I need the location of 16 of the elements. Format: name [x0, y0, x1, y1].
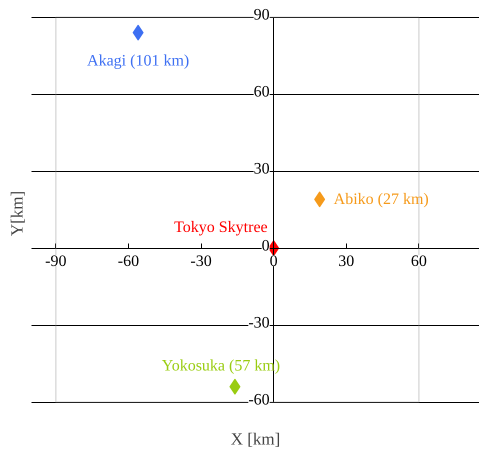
series-label: Abiko (27 km) [334, 190, 429, 208]
y-tick-label: 90 [254, 6, 270, 24]
x-tick-label: -60 [118, 253, 140, 270]
series-label: Akagi (101 km) [87, 52, 190, 70]
x-tick-label: -30 [190, 253, 212, 270]
y-tick-label: 30 [254, 160, 270, 178]
y-tick-label: 0 [262, 238, 270, 255]
y-tick-label: 60 [254, 84, 270, 101]
y-axis-title: Y[km] [8, 190, 26, 236]
x-axis-title: X [km] [230, 430, 280, 448]
x-tick-label: 30 [338, 253, 354, 270]
y-tick-label: -60 [248, 392, 270, 409]
x-tick-label: 60 [410, 253, 427, 270]
y-tick-label: -30 [248, 314, 270, 332]
x-tick-label: -90 [45, 253, 66, 270]
series-label: Tokyo Skytree [174, 219, 268, 236]
